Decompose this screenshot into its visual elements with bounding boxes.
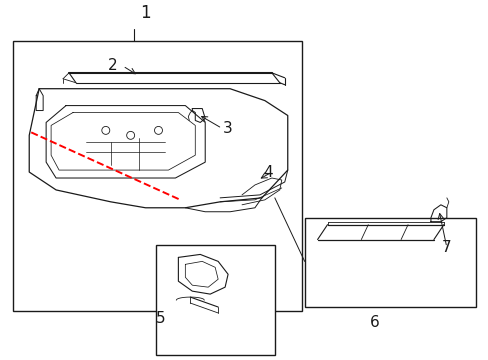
Bar	[304, 218, 475, 307]
Bar	[155, 246, 274, 355]
Text: 2: 2	[108, 58, 117, 73]
Text: 5: 5	[155, 311, 165, 327]
Text: 6: 6	[368, 315, 378, 330]
Text: 4: 4	[263, 165, 272, 180]
Text: 1: 1	[140, 4, 151, 22]
Text: 3: 3	[223, 121, 232, 136]
Text: 7: 7	[441, 240, 451, 255]
Bar	[13, 41, 301, 311]
